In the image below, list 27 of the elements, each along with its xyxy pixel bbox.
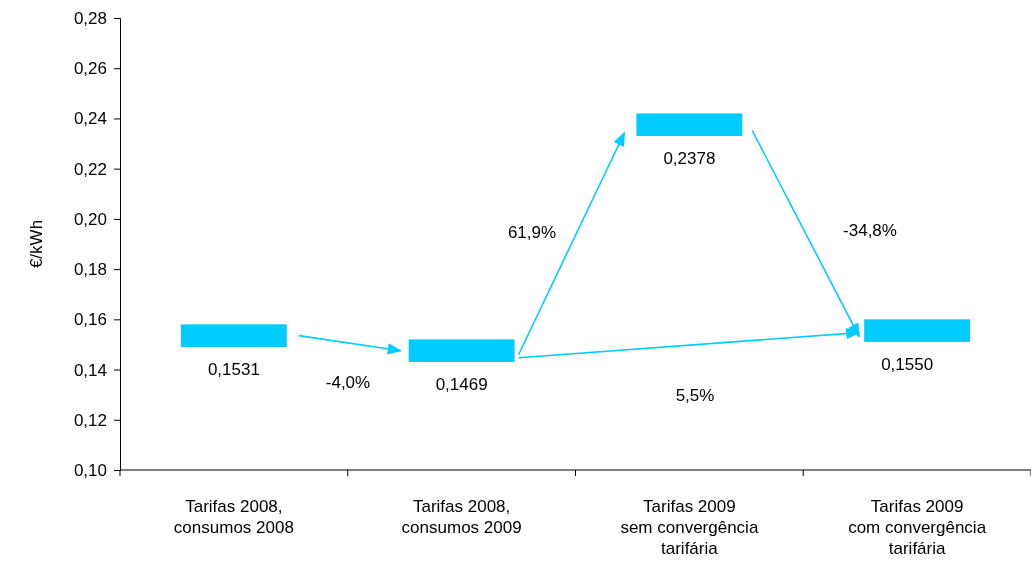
bar xyxy=(180,324,287,347)
annotation: -34,8% xyxy=(843,221,897,240)
y-tick-label: 0,10 xyxy=(73,460,107,480)
y-tick-label: 0,28 xyxy=(73,8,107,28)
annotation: 61,9% xyxy=(507,223,557,242)
annotation: 5,5% xyxy=(675,386,715,405)
annotation: 0,2378 xyxy=(663,149,716,169)
y-tick-label: 0,20 xyxy=(73,209,107,229)
y-tick-label: 0,18 xyxy=(73,260,107,280)
y-tick-label: 0,16 xyxy=(73,310,107,330)
annotation: -4,0% xyxy=(325,373,371,392)
annotation: 0,1469 xyxy=(435,375,488,395)
y-tick-label: 0,12 xyxy=(73,410,107,430)
x-tick-label: Tarifas 2008, consumos 2008 xyxy=(173,497,294,537)
y-tick-label: 0,22 xyxy=(73,159,107,179)
bar xyxy=(408,339,515,363)
y-tick-label: 0,24 xyxy=(73,109,107,129)
x-tick-label: Tarifas 2009 com convergência tarifária xyxy=(848,497,987,558)
bar xyxy=(636,113,743,137)
x-tick-label: Tarifas 2009 sem convergência tarifária xyxy=(620,497,759,558)
annotation: 0,1531 xyxy=(207,359,260,379)
y-tick-label: 0,14 xyxy=(73,360,107,380)
y-axis-title: €/kWh xyxy=(27,219,46,269)
x-tick-label: Tarifas 2008, consumos 2009 xyxy=(401,497,522,537)
bar xyxy=(864,319,971,342)
annotation: 0,1550 xyxy=(881,354,934,374)
y-tick-label: 0,26 xyxy=(73,59,107,79)
